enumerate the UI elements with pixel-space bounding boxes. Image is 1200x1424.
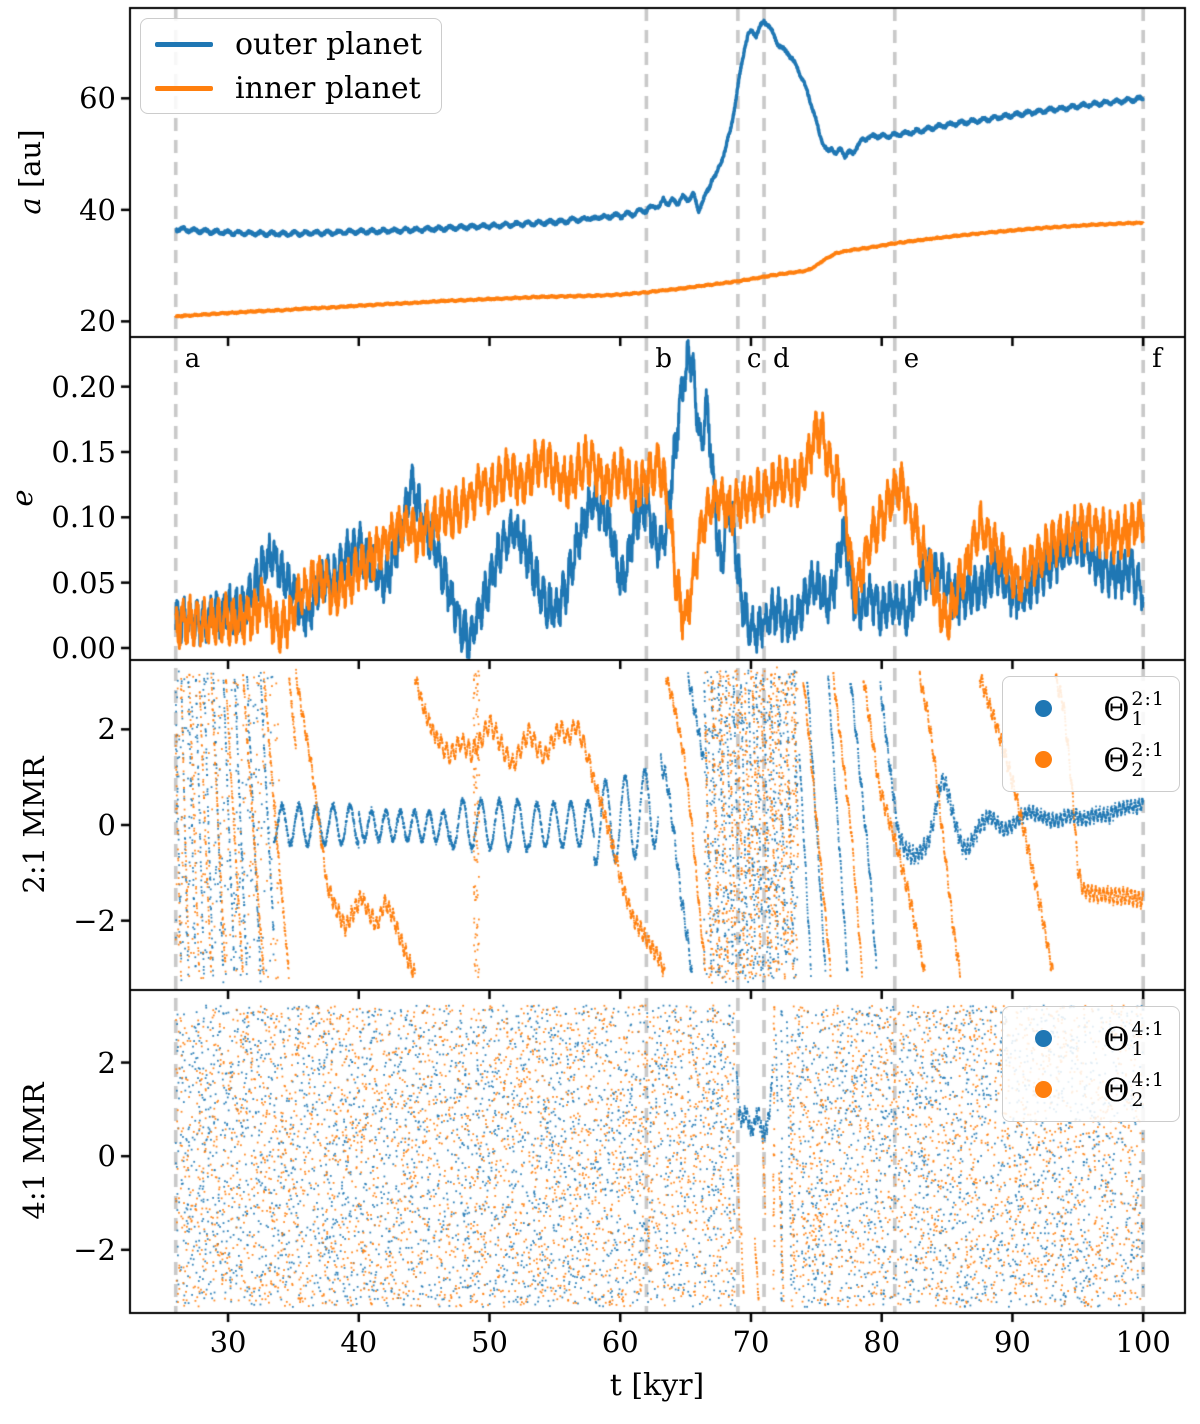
theta-subscript: 2 — [1131, 1088, 1144, 1111]
legend-label-theta1-21: Θ 2:1 1 — [1103, 689, 1165, 729]
theta-subscript: 2 — [1131, 758, 1144, 781]
vline-label-c: c — [746, 344, 762, 374]
y-tick-label: −2 — [73, 1232, 116, 1267]
y-tick-label: −2 — [73, 903, 116, 938]
theta-symbol: Θ — [1103, 740, 1130, 779]
x-tick-label: 90 — [993, 1325, 1031, 1359]
legend-entry-inner-planet: inner planet — [141, 66, 441, 110]
theta-subscript: 1 — [1131, 1037, 1144, 1060]
legend-planets: outer planet inner planet — [140, 18, 442, 114]
legend-entry-theta1-21: Θ 2:1 1 — [1003, 683, 1179, 734]
y-tick-label: 40 — [79, 192, 116, 227]
legend-label-theta2-41: Θ 4:1 2 — [1103, 1070, 1165, 1110]
legend-entry-outer-planet: outer planet — [141, 22, 441, 66]
x-tick-label: 40 — [340, 1325, 378, 1359]
theta-symbol: Θ — [1103, 1019, 1130, 1058]
legend-dot-theta1-41 — [1035, 1030, 1052, 1047]
legend-label-theta2-21: Θ 2:1 2 — [1103, 740, 1165, 780]
legend-swatch-inner-planet — [155, 85, 213, 91]
y-tick-label: 2 — [97, 712, 116, 747]
vline-label-e: e — [903, 344, 920, 374]
legend-label-theta1-41: Θ 4:1 1 — [1103, 1019, 1165, 1059]
theta-symbol: Θ — [1103, 1070, 1130, 1109]
legend-dot-theta1-21 — [1035, 700, 1052, 717]
legend-entry-theta2-41: Θ 4:1 2 — [1003, 1064, 1179, 1115]
y-tick-label: 0.20 — [51, 369, 116, 404]
theta-superscript: 2:1 — [1131, 687, 1165, 710]
x-tick-label: 100 — [1115, 1325, 1171, 1359]
legend-mmr41: Θ 4:1 1 Θ 4:1 2 — [1002, 1006, 1180, 1122]
legend-label-outer-planet: outer planet — [235, 26, 422, 62]
theta-superscript: 4:1 — [1131, 1017, 1165, 1040]
vline-label-f: f — [1152, 344, 1162, 374]
legend-label-inner-planet: inner planet — [235, 70, 421, 106]
x-tick-label: 80 — [863, 1325, 901, 1359]
x-tick-label: 50 — [471, 1325, 508, 1359]
y-tick-label: 0.00 — [51, 630, 116, 665]
y-tick-label: 60 — [79, 81, 116, 116]
y-tick-label: 0 — [97, 1139, 116, 1174]
legend-dot-theta2-21 — [1035, 751, 1052, 768]
theta-symbol: Θ — [1103, 689, 1130, 728]
y-axis-label-a-unit: [au] — [13, 129, 47, 198]
vline-label-b: b — [655, 344, 673, 374]
vline-label-d: d — [773, 344, 790, 374]
x-tick-label: 30 — [209, 1325, 247, 1359]
y-tick-label: 20 — [79, 304, 116, 339]
legend-entry-theta1-41: Θ 4:1 1 — [1003, 1013, 1179, 1064]
y-tick-label: 0.15 — [51, 434, 116, 469]
vline-label-a: a — [184, 344, 201, 374]
theta-subscript: 1 — [1131, 707, 1144, 730]
y-tick-label: 0.10 — [51, 500, 116, 535]
legend-entry-theta2-21: Θ 2:1 2 — [1003, 734, 1179, 785]
legend-mmr21: Θ 2:1 1 Θ 2:1 2 — [1002, 676, 1180, 792]
legend-dot-theta2-41 — [1035, 1081, 1052, 1098]
y-tick-label: 2 — [97, 1045, 116, 1080]
theta-superscript: 4:1 — [1131, 1068, 1165, 1091]
legend-swatch-outer-planet — [155, 41, 213, 47]
theta-superscript: 2:1 — [1131, 738, 1165, 761]
x-tick-label: 60 — [601, 1325, 639, 1359]
y-tick-label: 0 — [97, 808, 116, 842]
x-tick-label: 70 — [732, 1325, 770, 1359]
x-axis-label: t [kyr] — [609, 1368, 705, 1403]
y-tick-label: 0.05 — [51, 565, 116, 600]
